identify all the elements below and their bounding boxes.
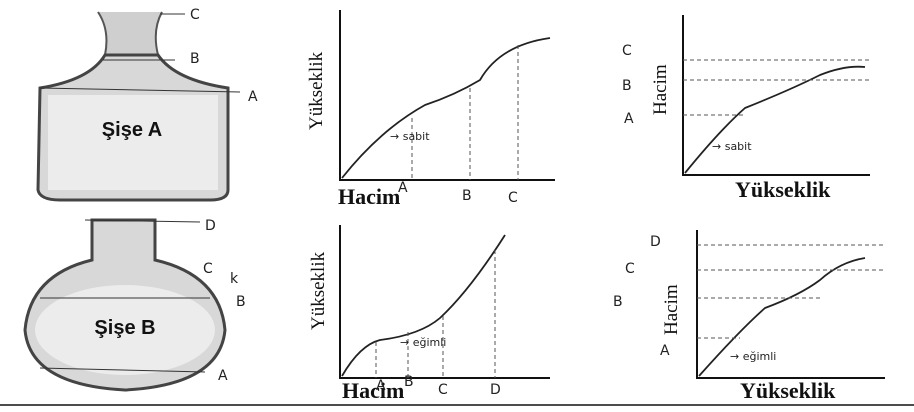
graph-mark: C bbox=[622, 43, 632, 59]
graph-4: Hacim Yükseklik D C B A → eğimli bbox=[613, 230, 885, 403]
graph-mark: C bbox=[438, 382, 448, 398]
graph-mark: A bbox=[398, 180, 408, 196]
bottle-b: D C k B A Şişe B bbox=[23, 218, 246, 392]
x-axis-label: Yükseklik bbox=[740, 378, 836, 403]
graph-mark: C bbox=[508, 190, 518, 206]
y-axis-label: Hacim bbox=[650, 64, 671, 115]
graph-note: → eğimli bbox=[400, 336, 446, 349]
graph-mark: C bbox=[625, 261, 635, 277]
x-axis-label: Hacim bbox=[342, 378, 404, 403]
graph-mark: A bbox=[660, 343, 670, 359]
bottle-a-mark: A bbox=[248, 89, 258, 105]
x-axis-label: Yükseklik bbox=[735, 177, 831, 202]
bottle-b-mark: k bbox=[230, 271, 239, 287]
y-axis-label: Yükseklik bbox=[306, 51, 327, 130]
graph-mark: B bbox=[613, 294, 623, 310]
bottle-a-label: Şişe A bbox=[102, 119, 162, 141]
bottle-b-label: Şişe B bbox=[94, 317, 155, 339]
graph-mark: B bbox=[622, 78, 632, 94]
bottle-a-mark: B bbox=[190, 51, 200, 67]
graph-note: → sabit bbox=[390, 130, 430, 143]
graph-mark: B bbox=[462, 188, 472, 204]
bottle-a-mark: C bbox=[190, 7, 200, 23]
bottle-b-mark: B bbox=[236, 294, 246, 310]
graph-2: Yükseklik Hacim A B C D → eğimli bbox=[308, 225, 550, 403]
y-axis-label: Yükseklik bbox=[308, 251, 329, 330]
bottle-a: C B A Şişe A bbox=[36, 7, 258, 202]
bottle-b-mark: A bbox=[218, 368, 228, 384]
graph-3: Hacim Yükseklik C B A → sabit bbox=[622, 15, 870, 202]
graph-note: → eğimli bbox=[730, 350, 776, 363]
bottle-b-mark: D bbox=[205, 218, 216, 234]
x-axis-label: Hacim bbox=[338, 184, 400, 209]
bottle-b-mark: C bbox=[203, 261, 213, 277]
graph-mark: B bbox=[404, 374, 414, 390]
y-axis-label: Hacim bbox=[661, 284, 682, 335]
graph-mark: A bbox=[624, 111, 634, 127]
graph-mark: A bbox=[376, 378, 386, 394]
graph-mark: D bbox=[650, 234, 661, 250]
graph-mark: D bbox=[490, 382, 501, 398]
graph-1: Yükseklik Hacim A B C → sabit bbox=[306, 10, 555, 209]
graph-note: → sabit bbox=[712, 140, 752, 153]
